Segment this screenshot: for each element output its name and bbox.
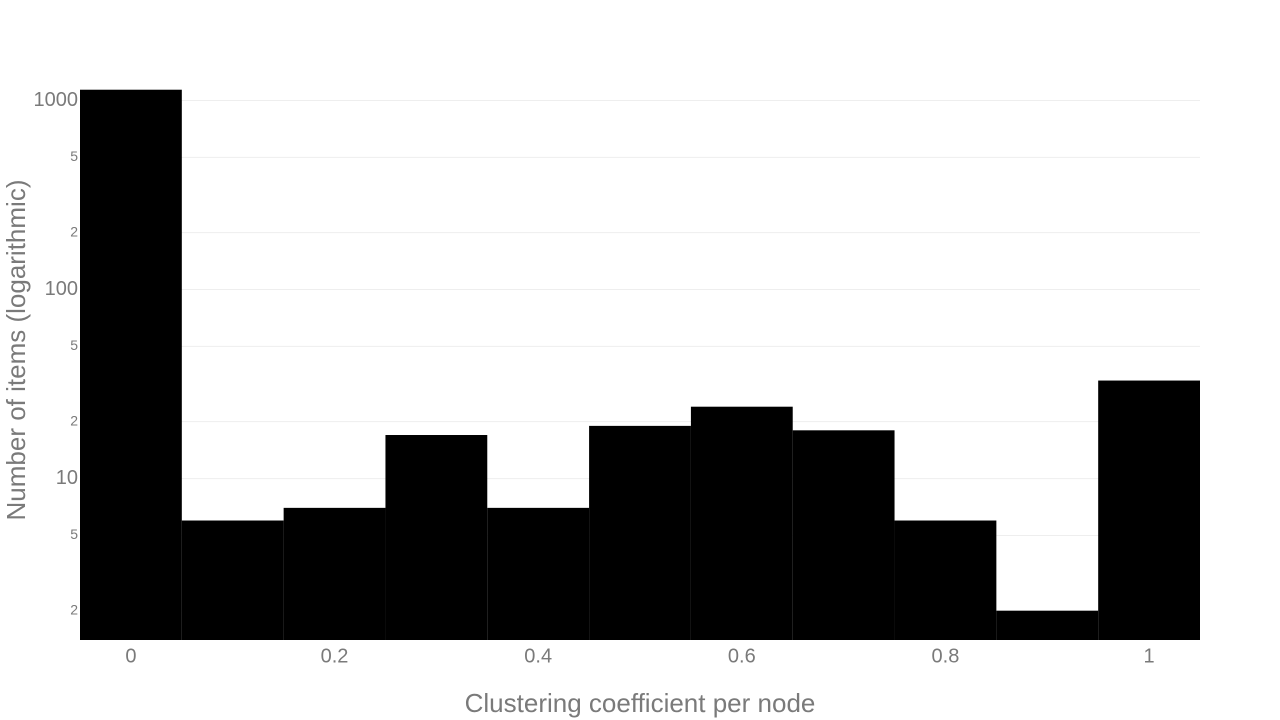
bar: [385, 435, 488, 640]
x-tick-label: 0.8: [932, 645, 960, 667]
bar: [589, 425, 691, 640]
y-axis-title: Number of items (logarithmic): [1, 180, 31, 521]
bar: [792, 430, 895, 640]
bar: [487, 507, 590, 640]
y-tick-label: 5: [70, 526, 78, 542]
x-tick-label: 0.6: [728, 645, 756, 667]
y-tick-label: 5: [70, 337, 78, 353]
bar: [181, 520, 284, 640]
bar: [1098, 380, 1200, 640]
x-tick-label: 0: [125, 645, 136, 667]
y-tick-label: 100: [45, 278, 78, 300]
x-tick-label: 1: [1144, 645, 1155, 667]
y-tick-label: 10: [56, 467, 78, 489]
y-tick-label: 1000: [34, 89, 79, 111]
y-tick-label: 5: [70, 148, 78, 164]
x-tick-label: 0.2: [321, 645, 349, 667]
bar: [283, 507, 386, 640]
bar: [80, 89, 182, 641]
x-axis-title: Clustering coefficient per node: [465, 688, 816, 718]
bar: [996, 610, 1099, 640]
bar: [894, 520, 997, 640]
y-tick-label: 2: [70, 223, 78, 239]
y-tick-label: 2: [70, 601, 78, 617]
x-tick-label: 0.4: [524, 645, 552, 667]
bar: [690, 406, 793, 640]
y-tick-label: 2: [70, 412, 78, 428]
